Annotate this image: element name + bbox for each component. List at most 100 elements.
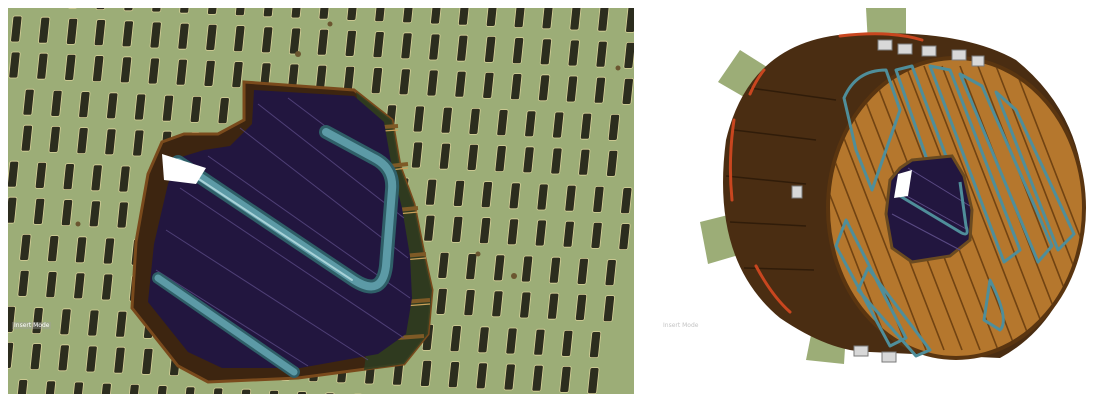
panel-slot: [468, 108, 481, 135]
panel-slot: [50, 90, 63, 117]
panel-slot: [437, 251, 450, 279]
panel-slot: [625, 8, 634, 33]
panel-slot: [479, 217, 492, 245]
panel-slot: [410, 141, 424, 169]
panel-slot: [8, 160, 20, 188]
panel-slot: [8, 341, 15, 369]
panel-slot: [177, 22, 190, 50]
panel-slot: [623, 42, 634, 69]
panel-slot: [318, 8, 331, 20]
panel-slot: [538, 74, 551, 102]
viewport-mode-label: Insert Mode: [12, 322, 52, 329]
panel-slot: [322, 392, 335, 394]
panel-slot: [17, 269, 30, 297]
panel-slot: [440, 106, 453, 134]
panel-slot: [505, 327, 518, 355]
panel-slot: [88, 200, 101, 228]
panel-slot: [482, 72, 495, 99]
panel-slot: [8, 305, 16, 333]
panel-slot: [506, 218, 520, 246]
panel-slot: [48, 126, 61, 153]
cooling-loops: [834, 64, 1076, 358]
panel-slot: [420, 359, 433, 387]
panel-slot: [548, 256, 562, 284]
disk-groove: [923, 65, 1035, 351]
panel-slot: [531, 364, 544, 392]
panel-slot: [147, 57, 160, 85]
panel-slot: [45, 271, 58, 299]
panel-slot: [484, 35, 497, 63]
panel-slot: [562, 220, 575, 248]
left-3d-viewport[interactable]: Insert Mode: [8, 8, 634, 394]
panel-slot: [104, 128, 117, 156]
panel-slot: [374, 8, 387, 23]
panel-slot: [423, 214, 436, 242]
panel-slot: [346, 8, 359, 21]
panel-slot: [261, 26, 274, 54]
panel-slot: [534, 219, 547, 247]
panel-slot: [93, 19, 106, 47]
cylinder-assembly-render: [700, 8, 1086, 364]
panel-slot: [510, 73, 523, 100]
panel-slot: [36, 52, 49, 80]
panel-slot: [589, 331, 602, 359]
panel-slot: [73, 272, 86, 300]
panel-slot: [457, 8, 471, 26]
panel-slot: [590, 221, 603, 249]
panel-slot: [294, 391, 307, 394]
panel-slot: [179, 8, 192, 14]
panel-slot: [607, 114, 621, 141]
right-3d-viewport[interactable]: Insert Mode: [660, 0, 1096, 404]
disk-groove: [830, 65, 891, 351]
panel-slot: [587, 367, 600, 394]
panel-slot: [452, 179, 466, 207]
panel-slot: [372, 31, 385, 59]
panel-slot: [593, 76, 606, 104]
panel-slot: [43, 380, 57, 394]
panel-slot: [183, 386, 196, 394]
panel-slot: [31, 307, 44, 335]
panel-slot: [233, 25, 246, 53]
panel-slot: [134, 93, 147, 121]
panel-slot: [102, 237, 116, 265]
panel-slot: [522, 146, 535, 174]
panel-slot: [205, 23, 218, 51]
panel-slot: [207, 8, 220, 15]
panel-slot: [189, 96, 202, 123]
panel-slot: [503, 363, 516, 391]
panel-slot: [234, 8, 248, 17]
disk-groove: [941, 65, 1053, 351]
panel-slot: [580, 112, 593, 140]
panel-slot: [149, 21, 162, 49]
viewport-mode-label: Insert Mode: [663, 322, 699, 329]
panel-slot: [316, 28, 329, 56]
panel-slot: [485, 8, 499, 27]
panel-slot: [119, 56, 133, 84]
panel-slot: [76, 127, 89, 154]
panel-slot: [99, 382, 112, 394]
panel-slot: [60, 199, 74, 227]
panel-slot: [203, 60, 216, 87]
panel-slot: [466, 143, 479, 171]
panel-slot: [602, 295, 615, 323]
panel-slot: [398, 68, 411, 96]
panel-slot: [141, 347, 154, 375]
panel-slot: [116, 201, 129, 229]
panel-slot: [564, 184, 577, 212]
panel-slot: [75, 236, 88, 264]
panel-slot: [576, 257, 589, 285]
panel-slot: [425, 178, 438, 206]
panel-slot: [447, 361, 461, 389]
panel-slot: [115, 310, 128, 338]
panel-slot: [449, 325, 462, 353]
panel-slot: [87, 309, 100, 337]
screw-icon: [791, 39, 985, 363]
panel-slot: [569, 8, 582, 31]
panel-slot: [127, 383, 140, 394]
panel-slot: [8, 51, 21, 79]
panel-slot: [578, 148, 591, 176]
panel-slot: [574, 293, 588, 321]
panel-slot: [57, 344, 70, 372]
panel-slot: [412, 105, 425, 133]
panel-slot: [344, 29, 357, 57]
